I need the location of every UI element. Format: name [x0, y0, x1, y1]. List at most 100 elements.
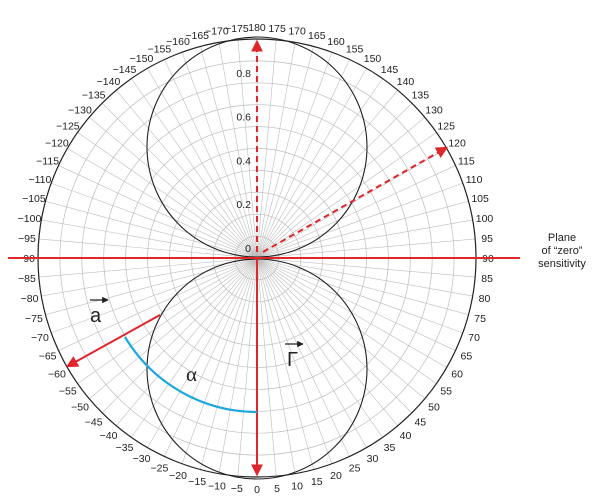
angle-tick-label: −45 [85, 416, 103, 428]
angle-tick-label: −120 [45, 138, 69, 150]
angle-tick-label: −130 [68, 105, 92, 117]
angle-tick-label: −165 [185, 30, 209, 42]
angle-tick-label: 125 [437, 121, 455, 133]
angle-tick-label: 115 [458, 155, 475, 167]
angle-tick-label: 10 [291, 481, 303, 493]
angle-tick-label: −150 [130, 53, 154, 65]
grid-spoke [45, 201, 258, 259]
angle-tick-label: 175 [268, 23, 286, 35]
grid-spoke [58, 165, 258, 259]
radial-scale-label: 0.4 [236, 155, 251, 167]
angle-tick-label: −5 [231, 483, 243, 495]
alpha-angle-arc [124, 336, 258, 414]
grid-spoke [218, 42, 258, 259]
grid-spoke [147, 257, 258, 448]
grid-spoke [218, 257, 258, 474]
angle-tick-label: −135 [82, 90, 106, 102]
diagonal-dashed-arrow [262, 146, 449, 253]
angle-tick-label: 0 [254, 484, 260, 496]
angle-tick-label: 15 [311, 476, 323, 488]
angle-tick-label: −105 [22, 193, 46, 205]
grid-spoke [89, 117, 258, 259]
grid-spoke [200, 257, 258, 470]
grid-spoke [38, 257, 258, 278]
angle-tick-label: −85 [18, 273, 36, 285]
angle-tick-label: −70 [31, 332, 49, 344]
grid-spoke [256, 42, 296, 259]
grid-spoke [101, 257, 258, 414]
grid-spoke [131, 257, 258, 438]
angle-tick-label: 70 [468, 332, 480, 344]
angle-tick-label: −75 [25, 313, 43, 325]
plane-caption-line-2: of “zero” [541, 245, 583, 257]
angle-tick-label: 50 [428, 402, 440, 414]
grid-spoke [101, 102, 258, 259]
angle-tick-label: −115 [36, 155, 59, 167]
grid-spoke [256, 257, 413, 414]
grid-spoke [256, 39, 277, 259]
grid-spoke [51, 257, 258, 334]
grid-spoke [256, 59, 350, 259]
angle-tick-label: 155 [346, 44, 364, 56]
grid-spoke [200, 46, 258, 259]
grid-spoke [256, 257, 277, 477]
grid-spoke [256, 182, 463, 259]
grid-spoke [237, 39, 258, 259]
angle-tick-label: −170 [205, 26, 229, 38]
grid-spoke [131, 78, 258, 259]
angle-tick-label: −80 [21, 293, 39, 305]
grid-spoke [256, 117, 425, 259]
angle-tick-labels: 0510152025303540455055606570758085909510… [17, 22, 494, 496]
grid-spoke [256, 257, 456, 351]
angle-tick-label: −95 [18, 233, 36, 245]
grid-spoke [256, 257, 333, 464]
angle-tick-label: −145 [113, 64, 137, 76]
angle-tick-label: 140 [397, 76, 415, 88]
grid-spoke [256, 68, 367, 259]
angle-tick-label: −160 [166, 36, 190, 48]
angle-tick-label: 110 [466, 174, 483, 186]
grid-spoke [45, 257, 258, 315]
vector-gamma-label: Γ [287, 349, 298, 371]
angle-tick-label: 160 [327, 36, 345, 48]
grid-spoke [77, 132, 258, 259]
angle-tick-label: 85 [481, 273, 493, 285]
grid-spoke [256, 238, 476, 259]
angle-tick-label: 65 [461, 351, 473, 363]
grid-spoke [41, 257, 258, 297]
grid-spoke [256, 257, 469, 315]
angle-tick-label: 150 [364, 53, 382, 65]
grid-spoke [256, 102, 413, 259]
angle-tick-label: 20 [330, 470, 342, 482]
radial-scale-label: 0.6 [236, 112, 251, 124]
angle-tick-label: −110 [28, 174, 51, 186]
grid-spoke [256, 257, 367, 448]
angle-tick-label: 25 [349, 462, 361, 474]
grid-spoke [256, 46, 314, 259]
grid-spoke [116, 257, 258, 426]
grid-spoke [256, 201, 469, 259]
angle-tick-label: −10 [208, 481, 226, 493]
angle-tick-label: −20 [169, 470, 187, 482]
grid-spoke [164, 257, 258, 457]
angle-tick-label: 130 [425, 105, 443, 117]
angle-tick-label: 165 [308, 30, 326, 42]
grid-spoke [256, 257, 463, 334]
angle-tick-label: −65 [39, 351, 57, 363]
grid-spoke [256, 257, 296, 474]
grid-spoke [256, 132, 437, 259]
angle-tick-label: −40 [100, 430, 118, 442]
grid-spoke [256, 52, 333, 259]
vector-a-label: a [90, 305, 102, 327]
grid-spoke [51, 182, 258, 259]
angle-tick-label: 30 [367, 453, 379, 465]
grid-spoke [256, 78, 383, 259]
grid-spoke [256, 257, 476, 278]
angle-tick-label: 100 [476, 213, 494, 225]
grid-spoke [256, 257, 398, 426]
grid-spoke [116, 90, 258, 259]
grid-spoke [58, 257, 258, 351]
angle-tick-label: 135 [412, 90, 430, 102]
grid-spoke [164, 59, 258, 259]
angle-tick-label: 180 [248, 22, 266, 34]
